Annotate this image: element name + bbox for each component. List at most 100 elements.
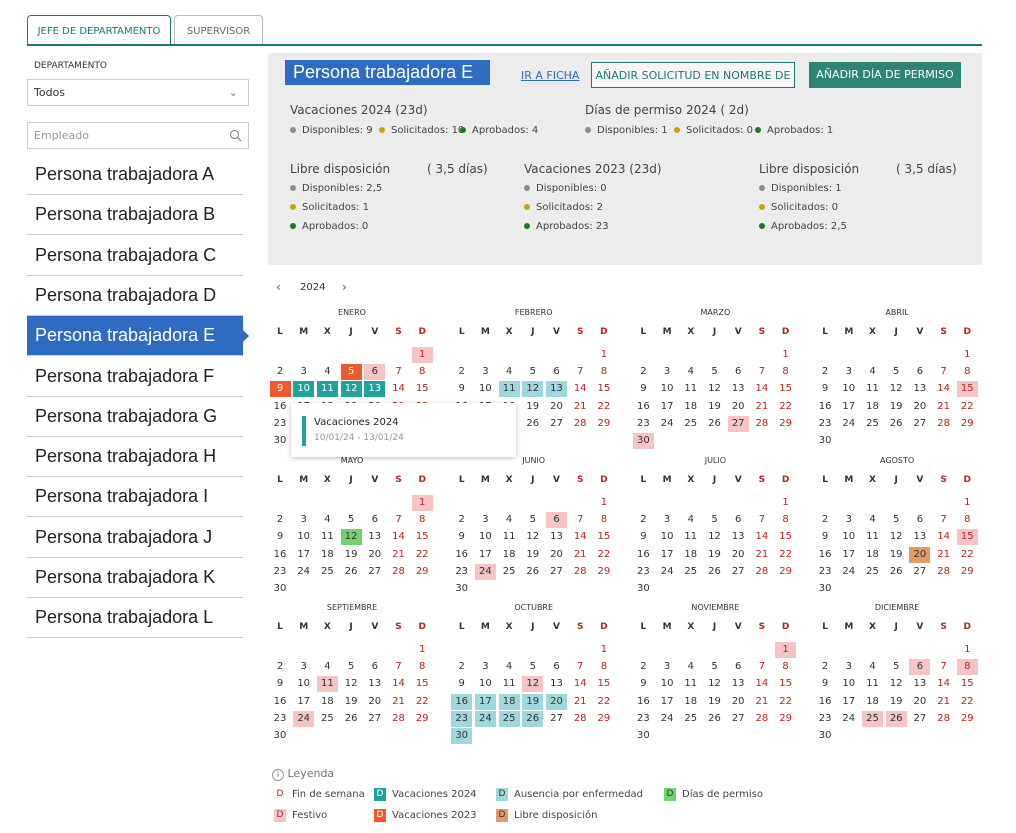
day[interactable]: 28 — [937, 565, 950, 577]
day[interactable]: 6 — [371, 514, 378, 526]
day[interactable]: 21 — [937, 695, 950, 707]
employee-item[interactable]: Persona trabajadora E — [27, 316, 243, 357]
day[interactable]: 9 — [821, 678, 829, 690]
day[interactable]: 11 — [321, 531, 334, 543]
day[interactable]: 21 — [937, 400, 950, 412]
day[interactable]: 19 — [344, 695, 358, 707]
day[interactable]: 8 — [956, 659, 978, 676]
employee-item[interactable]: Persona trabajadora H — [27, 437, 243, 478]
day[interactable]: 24 — [660, 712, 674, 724]
employee-item[interactable]: Persona trabajadora C — [27, 235, 243, 276]
day[interactable]: 7 — [395, 366, 402, 378]
day[interactable]: 17 — [660, 548, 674, 560]
day[interactable]: 5 — [711, 366, 718, 378]
day[interactable]: 8 — [964, 514, 971, 526]
day[interactable]: 8 — [600, 366, 608, 378]
day[interactable]: 14 — [755, 678, 769, 690]
day[interactable]: 2 — [640, 366, 647, 378]
day[interactable]: 3 — [663, 366, 671, 378]
day[interactable]: 7 — [940, 661, 947, 673]
day[interactable]: 12 — [340, 381, 362, 398]
day[interactable]: 17 — [842, 548, 856, 560]
day[interactable]: 7 — [577, 514, 584, 526]
day[interactable]: 3 — [845, 366, 852, 378]
day[interactable]: 5 — [711, 661, 718, 673]
day[interactable]: 28 — [755, 565, 769, 577]
day[interactable]: 11 — [684, 678, 698, 690]
day[interactable]: 23 — [273, 712, 287, 724]
day[interactable]: 1 — [782, 497, 789, 508]
day[interactable]: 14 — [573, 531, 587, 543]
day[interactable]: 3 — [845, 514, 852, 526]
day[interactable]: 15 — [779, 678, 792, 690]
day[interactable]: 29 — [597, 417, 611, 429]
day[interactable]: 5 — [340, 364, 362, 381]
day[interactable]: 26 — [708, 417, 721, 429]
day[interactable]: 28 — [392, 565, 405, 577]
day[interactable]: 19 — [526, 548, 540, 560]
day[interactable]: 22 — [960, 695, 974, 707]
tab[interactable]: JEFE DE DEPARTAMENTO — [27, 15, 171, 46]
day[interactable]: 22 — [415, 548, 429, 560]
day[interactable]: 18 — [684, 400, 698, 412]
day[interactable]: 22 — [779, 548, 792, 560]
day[interactable]: 6 — [735, 366, 742, 378]
day[interactable]: 24 — [660, 417, 674, 429]
day[interactable]: 30 — [632, 433, 654, 449]
day[interactable]: 26 — [344, 565, 358, 577]
day[interactable]: 16 — [273, 548, 287, 560]
day[interactable]: 8 — [600, 661, 608, 673]
day[interactable]: 21 — [755, 548, 769, 560]
day[interactable]: 9 — [276, 531, 284, 543]
day[interactable]: 13 — [368, 678, 382, 690]
day[interactable]: 6 — [909, 659, 931, 676]
day[interactable]: 8 — [782, 661, 789, 673]
day[interactable]: 28 — [937, 417, 950, 429]
day[interactable]: 15 — [597, 383, 611, 395]
day[interactable]: 17 — [660, 400, 674, 412]
day[interactable]: 2 — [821, 366, 829, 378]
day[interactable]: 1 — [419, 644, 426, 655]
day[interactable]: 8 — [419, 514, 426, 526]
employee-item[interactable]: Persona trabajadora G — [27, 396, 243, 437]
day[interactable]: 21 — [573, 400, 587, 412]
day[interactable]: 7 — [758, 366, 766, 378]
day[interactable]: 10 — [293, 381, 315, 398]
day[interactable]: 30 — [637, 730, 650, 741]
day[interactable]: 30 — [637, 583, 650, 594]
day[interactable]: 20 — [368, 695, 382, 707]
day[interactable]: 22 — [779, 695, 792, 707]
day[interactable]: 13 — [550, 678, 563, 690]
day[interactable]: 2 — [821, 514, 829, 526]
day[interactable]: 5 — [893, 514, 900, 526]
day[interactable]: 27 — [727, 415, 749, 432]
day[interactable]: 7 — [395, 661, 402, 673]
day[interactable]: 20 — [731, 695, 745, 707]
day[interactable]: 23 — [818, 712, 832, 724]
day[interactable]: 6 — [735, 661, 742, 673]
day[interactable]: 27 — [550, 565, 563, 577]
day[interactable]: 17 — [297, 695, 311, 707]
day[interactable]: 18 — [684, 695, 698, 707]
day[interactable]: 27 — [550, 417, 563, 429]
day[interactable]: 3 — [482, 366, 489, 378]
button[interactable]: AÑADIR SOLICITUD EN NOMBRE DE — [591, 62, 795, 88]
day[interactable]: 28 — [937, 712, 950, 724]
day[interactable]: 25 — [684, 417, 698, 429]
day[interactable]: 29 — [779, 417, 792, 429]
day[interactable]: 1 — [600, 497, 608, 508]
day[interactable]: 8 — [782, 514, 789, 526]
employee-item[interactable]: Persona trabajadora A — [27, 155, 243, 195]
day[interactable]: 8 — [600, 514, 608, 526]
day[interactable]: 22 — [779, 400, 792, 412]
day[interactable]: 4 — [505, 514, 513, 526]
day[interactable]: 4 — [687, 661, 694, 673]
day[interactable]: 8 — [419, 661, 426, 673]
day[interactable]: 20 — [550, 400, 563, 412]
day[interactable]: 26 — [526, 565, 540, 577]
employee-item[interactable]: Persona trabajadora D — [27, 275, 243, 316]
day[interactable]: 18 — [684, 548, 698, 560]
day[interactable]: 14 — [392, 678, 405, 690]
day[interactable]: 15 — [597, 678, 611, 690]
day[interactable]: 21 — [937, 548, 950, 560]
